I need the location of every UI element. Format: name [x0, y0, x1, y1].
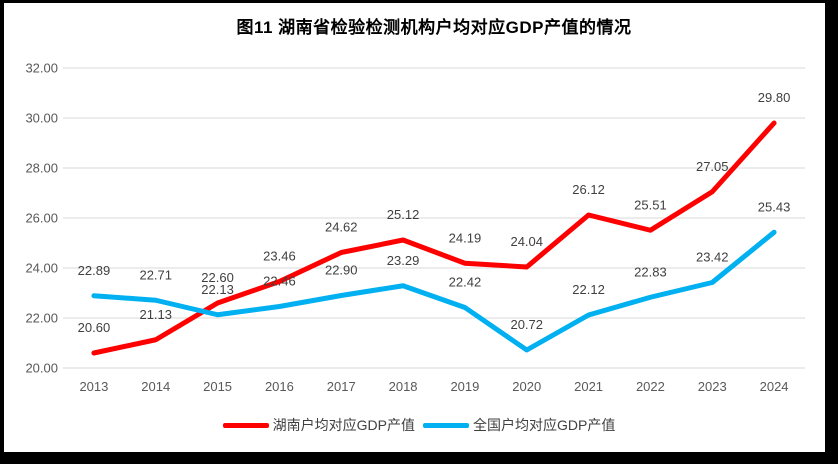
hunan-series-data-label: 21.13 [139, 307, 172, 322]
hunan-series-swatch [222, 422, 269, 428]
x-tick-label: 2019 [450, 379, 479, 394]
x-tick-label: 2017 [327, 379, 356, 394]
hunan-series-data-label: 24.62 [325, 220, 358, 235]
hunan-series-data-label: 27.05 [696, 159, 729, 174]
hunan-series-data-label: 26.12 [572, 182, 605, 197]
hunan-series-data-label: 29.80 [758, 90, 791, 105]
x-tick-label: 2014 [141, 379, 170, 394]
hunan-series-data-label: 24.04 [510, 234, 543, 249]
legend-item-hunan: 湖南户均对应GDP产值 [222, 415, 415, 435]
hunan-series-data-label: 24.19 [449, 230, 482, 245]
national-series-data-label: 22.71 [139, 267, 172, 282]
y-tick-label: 28.00 [25, 161, 58, 176]
hunan-series-label: 湖南户均对应GDP产值 [272, 417, 415, 433]
hunan-series-line [91, 120, 777, 356]
x-tick-label: 2024 [760, 379, 789, 394]
x-tick-label: 2022 [636, 379, 665, 394]
national-series-line [91, 229, 777, 353]
hunan-series-data-label: 25.51 [634, 197, 667, 212]
x-tick-label: 2013 [79, 379, 108, 394]
x-tick-label: 2018 [389, 379, 418, 394]
national-series-data-label: 22.83 [634, 264, 667, 279]
hunan-series-data-label: 23.46 [263, 249, 296, 264]
y-tick-label: 24.00 [25, 261, 58, 276]
hunan-series-data-label: 20.60 [78, 320, 111, 335]
national-series-data-label: 22.42 [449, 275, 482, 290]
y-tick-label: 30.00 [25, 111, 58, 126]
x-tick-label: 2016 [265, 379, 294, 394]
x-tick-label: 2015 [203, 379, 232, 394]
national-series-data-label: 25.43 [758, 199, 791, 214]
hunan-series-data-label: 25.12 [387, 207, 420, 222]
hunan-series-data-label: 22.60 [201, 270, 234, 285]
legend-item-national: 全国户均对应GDP产值 [423, 415, 615, 435]
national-series-swatch [423, 422, 469, 428]
national-series-label: 全国户均对应GDP产值 [473, 417, 616, 433]
national-series-data-label: 23.29 [387, 253, 420, 268]
y-tick-label: 22.00 [25, 311, 58, 326]
national-series-data-label: 22.13 [201, 282, 234, 297]
x-tick-label: 2023 [698, 379, 727, 394]
chart-title: 图11 湖南省检验检测机构户均对应GDP产值的情况 [236, 18, 632, 37]
chart-legend: 湖南户均对应GDP产值 全国户均对应GDP产值 [4, 415, 825, 435]
national-series-data-label: 22.90 [325, 263, 358, 278]
y-tick-label: 32.00 [25, 61, 58, 76]
national-series-data-label: 22.12 [572, 282, 605, 297]
x-tick-label: 2021 [574, 379, 603, 394]
y-tick-label: 26.00 [25, 211, 58, 226]
y-tick-label: 20.00 [25, 361, 58, 376]
national-series-data-label: 22.89 [78, 263, 111, 278]
national-series-data-label: 22.46 [263, 274, 296, 289]
national-series-data-label: 20.72 [510, 317, 543, 332]
x-tick-label: 2020 [512, 379, 541, 394]
national-series-data-label: 23.42 [696, 250, 729, 265]
